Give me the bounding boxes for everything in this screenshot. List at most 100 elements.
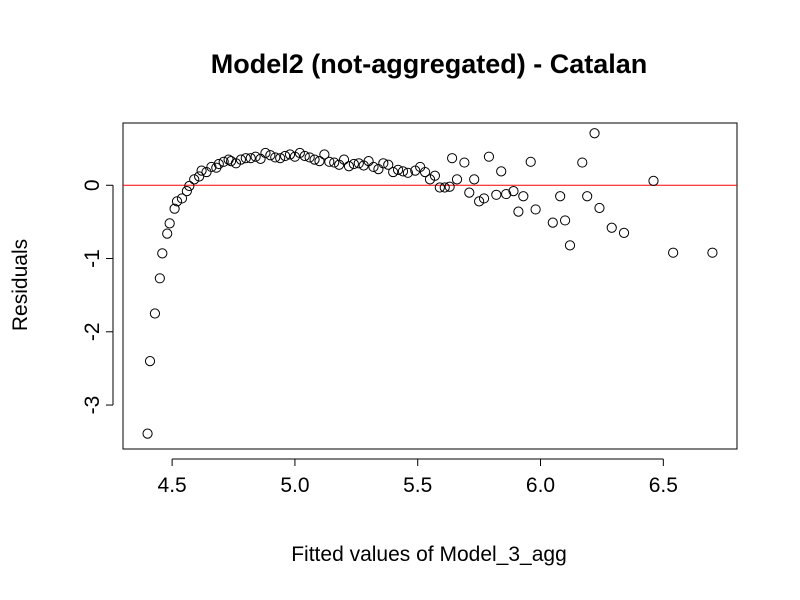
data-point: [577, 157, 588, 168]
data-point: [270, 152, 281, 163]
data-point: [530, 204, 541, 215]
data-point: [491, 189, 502, 200]
data-point: [176, 193, 188, 204]
data-point: [392, 164, 404, 175]
data-point: [483, 151, 495, 162]
data-point: [378, 158, 389, 169]
y-axis: -3 -2 -1 0: [81, 179, 114, 415]
y-tick-label: 0: [81, 179, 104, 191]
data-point: [189, 174, 200, 185]
data-point: [181, 186, 192, 197]
data-point: [324, 156, 335, 167]
data-point: [459, 157, 470, 168]
data-point: [279, 150, 291, 162]
data-point: [265, 150, 276, 161]
data-point: [518, 191, 529, 202]
data-point: [343, 161, 355, 172]
data-point: [508, 186, 519, 197]
data-point: [250, 151, 261, 162]
data-point: [555, 191, 566, 202]
data-point: [299, 150, 310, 162]
data-point: [478, 193, 490, 204]
data-point: [348, 158, 359, 170]
data-point: [618, 227, 630, 238]
data-point: [329, 157, 340, 168]
data-point: [429, 170, 441, 181]
data-point: [388, 166, 399, 178]
data-point: [606, 222, 617, 233]
data-point: [383, 159, 394, 170]
data-point: [157, 248, 168, 259]
data-point: [142, 428, 153, 439]
data-point: [275, 153, 286, 164]
data-point: [559, 215, 571, 226]
data-point: [240, 153, 251, 164]
x-axis-label: Fitted values of Model_3_agg: [291, 543, 567, 566]
data-point: [196, 165, 207, 176]
data-point: [419, 166, 431, 178]
data-point: [294, 147, 305, 159]
data-point: [162, 228, 173, 239]
x-tick-label: 4.5: [158, 474, 187, 497]
data-point: [245, 153, 256, 164]
data-point: [547, 217, 558, 228]
data-point: [397, 166, 409, 177]
y-axis-label: Residuals: [9, 239, 32, 331]
data-point: [496, 166, 507, 177]
data-point: [154, 273, 165, 284]
plot-frame: [122, 122, 738, 450]
data-point: [501, 188, 512, 200]
data-point: [353, 158, 364, 169]
data-point: [260, 147, 271, 159]
data-point: [225, 155, 237, 167]
data-point: [194, 171, 205, 182]
x-tick-label: 5.5: [403, 474, 432, 497]
data-point: [668, 247, 679, 258]
x-tick-label: 6.0: [526, 474, 555, 497]
x-tick-label: 5.0: [280, 474, 309, 497]
y-tick-label: -3: [81, 396, 104, 415]
data-point: [513, 206, 524, 217]
data-point: [564, 240, 576, 251]
data-point: [144, 355, 156, 367]
data-point: [338, 154, 350, 165]
data-point: [402, 167, 413, 178]
data-point: [582, 191, 593, 202]
data-point: [211, 162, 222, 173]
data-point: [309, 154, 320, 165]
data-point: [474, 196, 485, 207]
data-point: [451, 174, 463, 185]
data-point: [171, 196, 183, 207]
data-point: [594, 202, 605, 214]
data-point: [589, 128, 600, 139]
data-point: [464, 187, 475, 198]
data-point: [284, 149, 296, 160]
data-point: [648, 175, 659, 186]
data-point: [213, 158, 224, 170]
data-point: [184, 180, 195, 192]
data-point: [525, 156, 536, 167]
data-point: [314, 155, 325, 167]
y-tick-label: -2: [81, 322, 104, 341]
data-point: [304, 152, 315, 163]
chart-title: Model2 (not-aggregated) - Catalan: [211, 49, 648, 79]
data-point: [444, 181, 455, 192]
data-point: [439, 182, 450, 193]
data-point: [206, 161, 217, 173]
plot-area: [122, 122, 738, 450]
data-point: [235, 154, 246, 165]
data-point: [447, 153, 458, 164]
data-point: [164, 218, 175, 229]
data-point: [149, 308, 161, 319]
data-point: [707, 247, 718, 258]
data-point: [169, 203, 180, 214]
x-tick-label: 6.5: [649, 474, 678, 497]
data-point: [319, 149, 330, 160]
data-point: [469, 174, 480, 185]
data-point: [434, 182, 445, 193]
data-point: [368, 161, 379, 173]
y-tick-label: -1: [81, 249, 104, 268]
data-point: [201, 166, 212, 178]
data-point: [218, 156, 229, 167]
